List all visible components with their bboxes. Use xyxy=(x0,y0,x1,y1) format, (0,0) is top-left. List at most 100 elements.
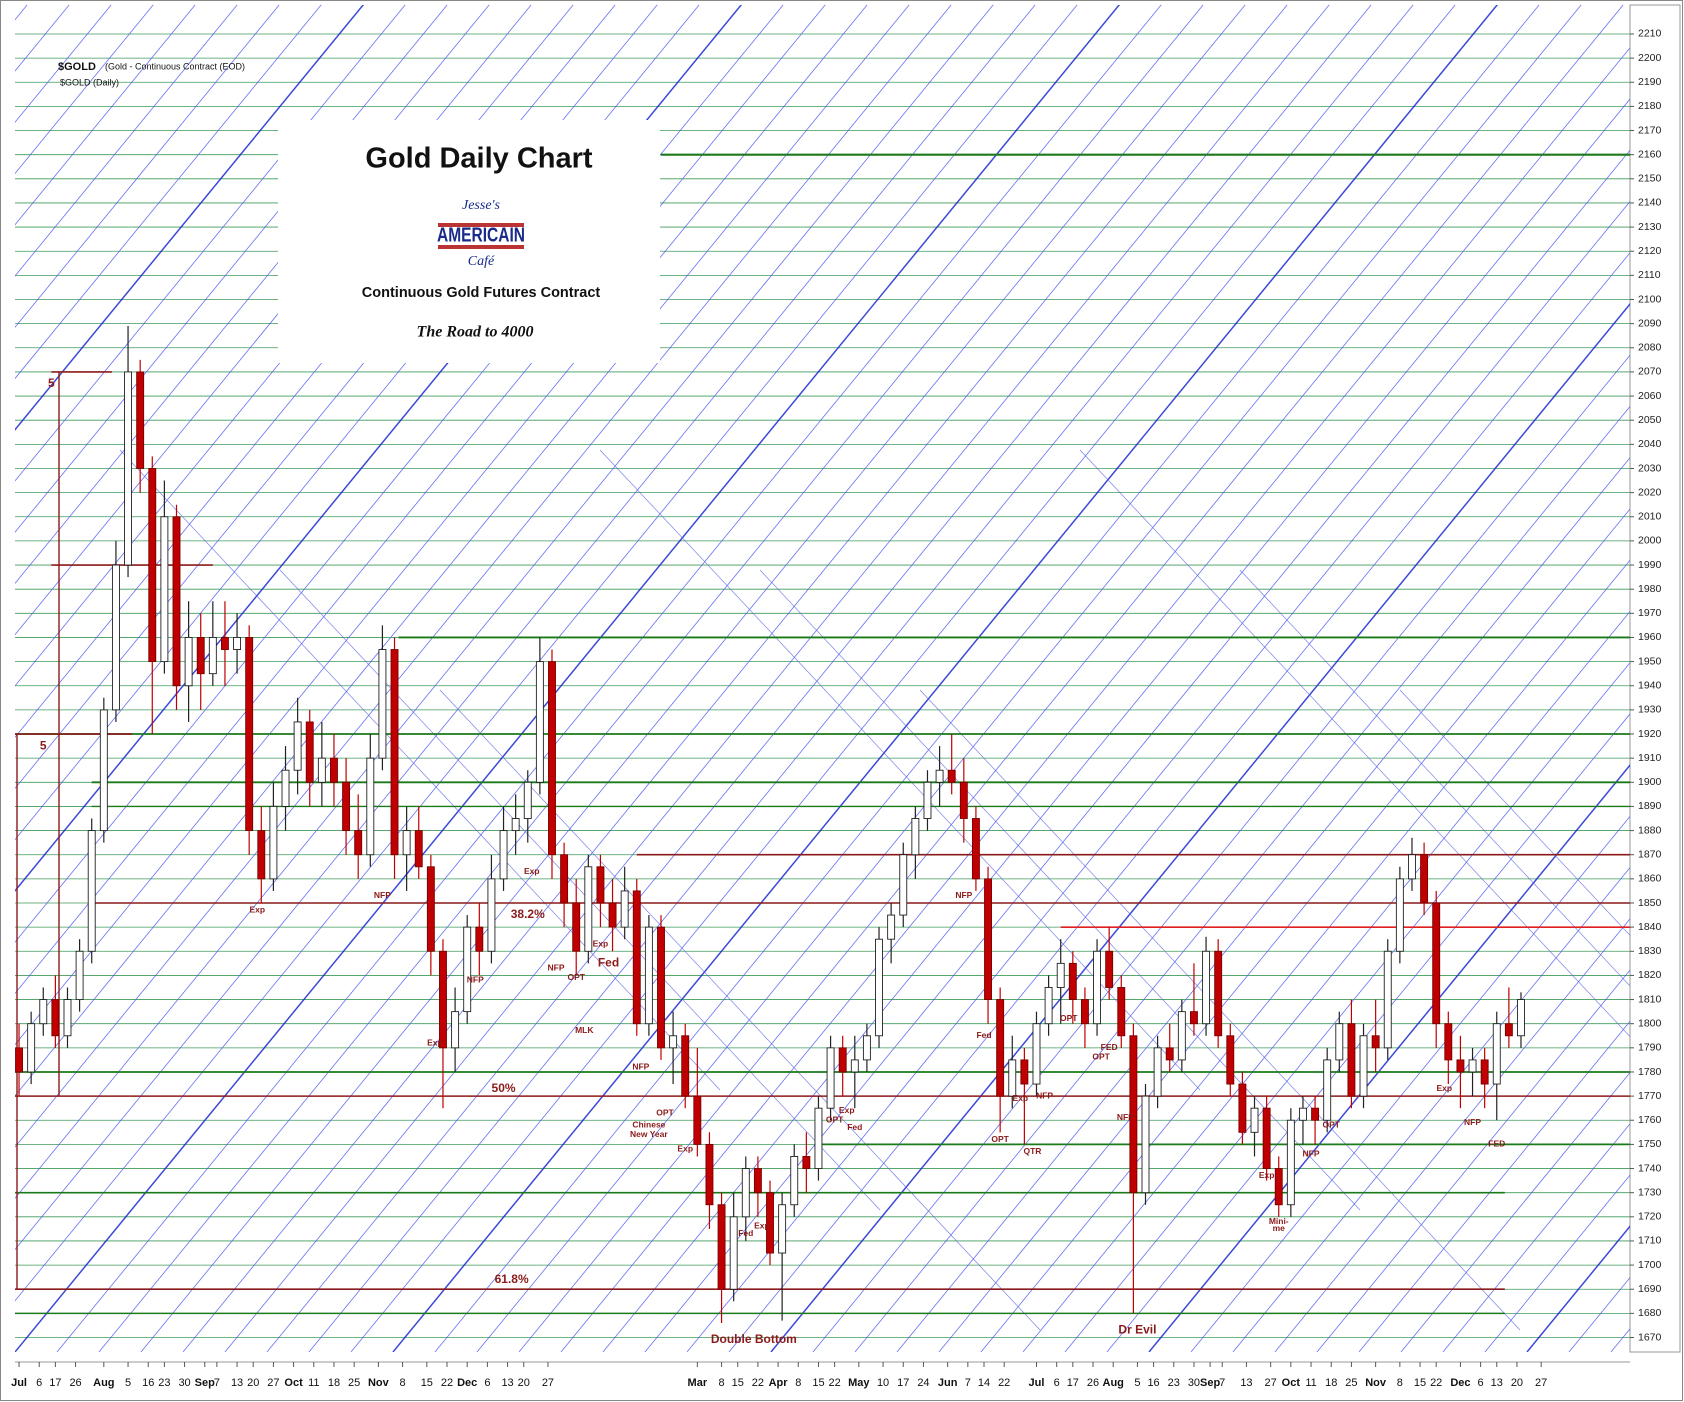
trendline xyxy=(350,5,1456,1352)
annotation: New Year xyxy=(630,1129,668,1139)
annotation: 5 xyxy=(40,738,47,752)
trendline xyxy=(854,405,1630,1352)
x-tick-label: 7 xyxy=(965,1377,971,1389)
x-tick-label: 17 xyxy=(49,1377,61,1389)
candle-body xyxy=(766,1192,774,1254)
x-tick-label: 27 xyxy=(1265,1377,1277,1389)
candle-body xyxy=(1020,1059,1029,1085)
y-tick-label: 2010 xyxy=(1638,511,1662,523)
candle-body xyxy=(75,950,84,1001)
candle-body xyxy=(971,818,980,880)
x-tick-label: 10 xyxy=(877,1377,889,1389)
candle-body xyxy=(584,866,593,952)
y-tick-label: 1880 xyxy=(1638,824,1662,836)
annotation: Exp xyxy=(427,1037,443,1047)
y-tick-label: 2160 xyxy=(1638,148,1662,160)
y-tick-label: 1980 xyxy=(1638,583,1662,595)
trendline xyxy=(1232,867,1630,1352)
candle-body xyxy=(1286,1119,1295,1206)
x-tick-label: Aug xyxy=(93,1377,114,1389)
candle-body xyxy=(1250,1107,1259,1133)
x-tick-label: 8 xyxy=(719,1377,725,1389)
candle-body xyxy=(1420,854,1429,904)
y-tick-label: 1910 xyxy=(1638,752,1662,764)
x-tick-label: 13 xyxy=(1240,1377,1252,1389)
x-tick-label: 25 xyxy=(348,1377,360,1389)
x-tick-label: 13 xyxy=(1491,1377,1503,1389)
axis-layer: 1670168016901700171017201730174017501760… xyxy=(11,28,1661,1389)
x-tick-label: Apr xyxy=(769,1377,789,1389)
trendline xyxy=(15,5,238,277)
annotation: NFP xyxy=(1303,1148,1320,1158)
trendline xyxy=(392,5,1499,1352)
y-tick-label: 1770 xyxy=(1638,1090,1662,1102)
annotation: NFP xyxy=(467,974,484,984)
candle-body xyxy=(596,866,605,904)
candle-body xyxy=(220,637,229,650)
subtitle: Continuous Gold Futures Contract xyxy=(362,285,601,301)
candle-body xyxy=(111,564,120,711)
candle-body xyxy=(1141,1095,1150,1194)
y-tick-label: 2210 xyxy=(1638,28,1662,40)
x-tick-label: 18 xyxy=(1325,1377,1337,1389)
y-tick-label: 1730 xyxy=(1638,1186,1662,1198)
candle-body xyxy=(1117,987,1126,1037)
candle-body xyxy=(875,938,883,1037)
annotation: Fed xyxy=(976,1030,991,1040)
tagline: The Road to 4000 xyxy=(417,324,534,341)
candle-body xyxy=(560,854,569,904)
annotation: OPT xyxy=(656,1107,674,1117)
trendline xyxy=(1148,763,1630,1352)
candle-body xyxy=(608,902,617,928)
y-tick-label: 2150 xyxy=(1638,173,1662,185)
candle-body xyxy=(814,1107,823,1169)
x-tick-label: Sep xyxy=(1200,1377,1220,1389)
candle-body xyxy=(778,1204,787,1254)
trendline xyxy=(1400,1071,1630,1352)
candle-body xyxy=(947,769,956,783)
x-tick-label: 16 xyxy=(142,1377,154,1389)
x-tick-label: 15 xyxy=(421,1377,433,1389)
candle-body xyxy=(354,830,363,856)
candle-body xyxy=(15,1047,23,1073)
annotation: NFP xyxy=(1117,1112,1134,1122)
x-tick-label: Nov xyxy=(1365,1377,1387,1389)
trendline xyxy=(15,5,280,328)
candle-body xyxy=(887,914,896,940)
x-tick-label: 20 xyxy=(518,1377,530,1389)
candle-body xyxy=(1468,1059,1477,1073)
annotation: Fed xyxy=(847,1122,862,1132)
candle-body xyxy=(366,757,375,856)
candle-body xyxy=(27,1023,36,1073)
candle-body xyxy=(1044,987,1053,1025)
left-brackets xyxy=(16,372,60,1289)
y-tick-label: 2060 xyxy=(1638,390,1662,402)
trendline xyxy=(686,200,1630,1352)
x-tick-label: 20 xyxy=(247,1377,259,1389)
x-tick-label: 8 xyxy=(400,1377,406,1389)
candle-body xyxy=(1238,1083,1247,1133)
x-tick-label: 13 xyxy=(231,1377,243,1389)
candle-layer xyxy=(15,326,1525,1324)
candle-body xyxy=(717,1204,726,1290)
x-tick-label: May xyxy=(848,1377,870,1389)
x-tick-label: 14 xyxy=(978,1377,990,1389)
candle-body xyxy=(1408,854,1416,880)
trendline xyxy=(980,559,1630,1352)
y-tick-label: 1940 xyxy=(1638,680,1662,692)
trendline xyxy=(15,5,1121,1352)
candle-body xyxy=(160,516,169,663)
candle-body xyxy=(124,371,133,566)
y-tick-label: 2090 xyxy=(1638,317,1662,329)
candle-body xyxy=(572,902,581,952)
candle-body xyxy=(923,781,932,819)
x-tick-label: 22 xyxy=(752,1377,764,1389)
x-tick-label: 6 xyxy=(1478,1377,1484,1389)
candle-body xyxy=(439,950,447,1049)
x-tick-label: Jul xyxy=(11,1377,27,1389)
logo-top: Jesse's xyxy=(462,198,501,213)
candle-body xyxy=(342,781,351,832)
candle-body xyxy=(693,1095,702,1145)
candle-body xyxy=(1359,1035,1368,1097)
candle-body xyxy=(196,637,205,675)
